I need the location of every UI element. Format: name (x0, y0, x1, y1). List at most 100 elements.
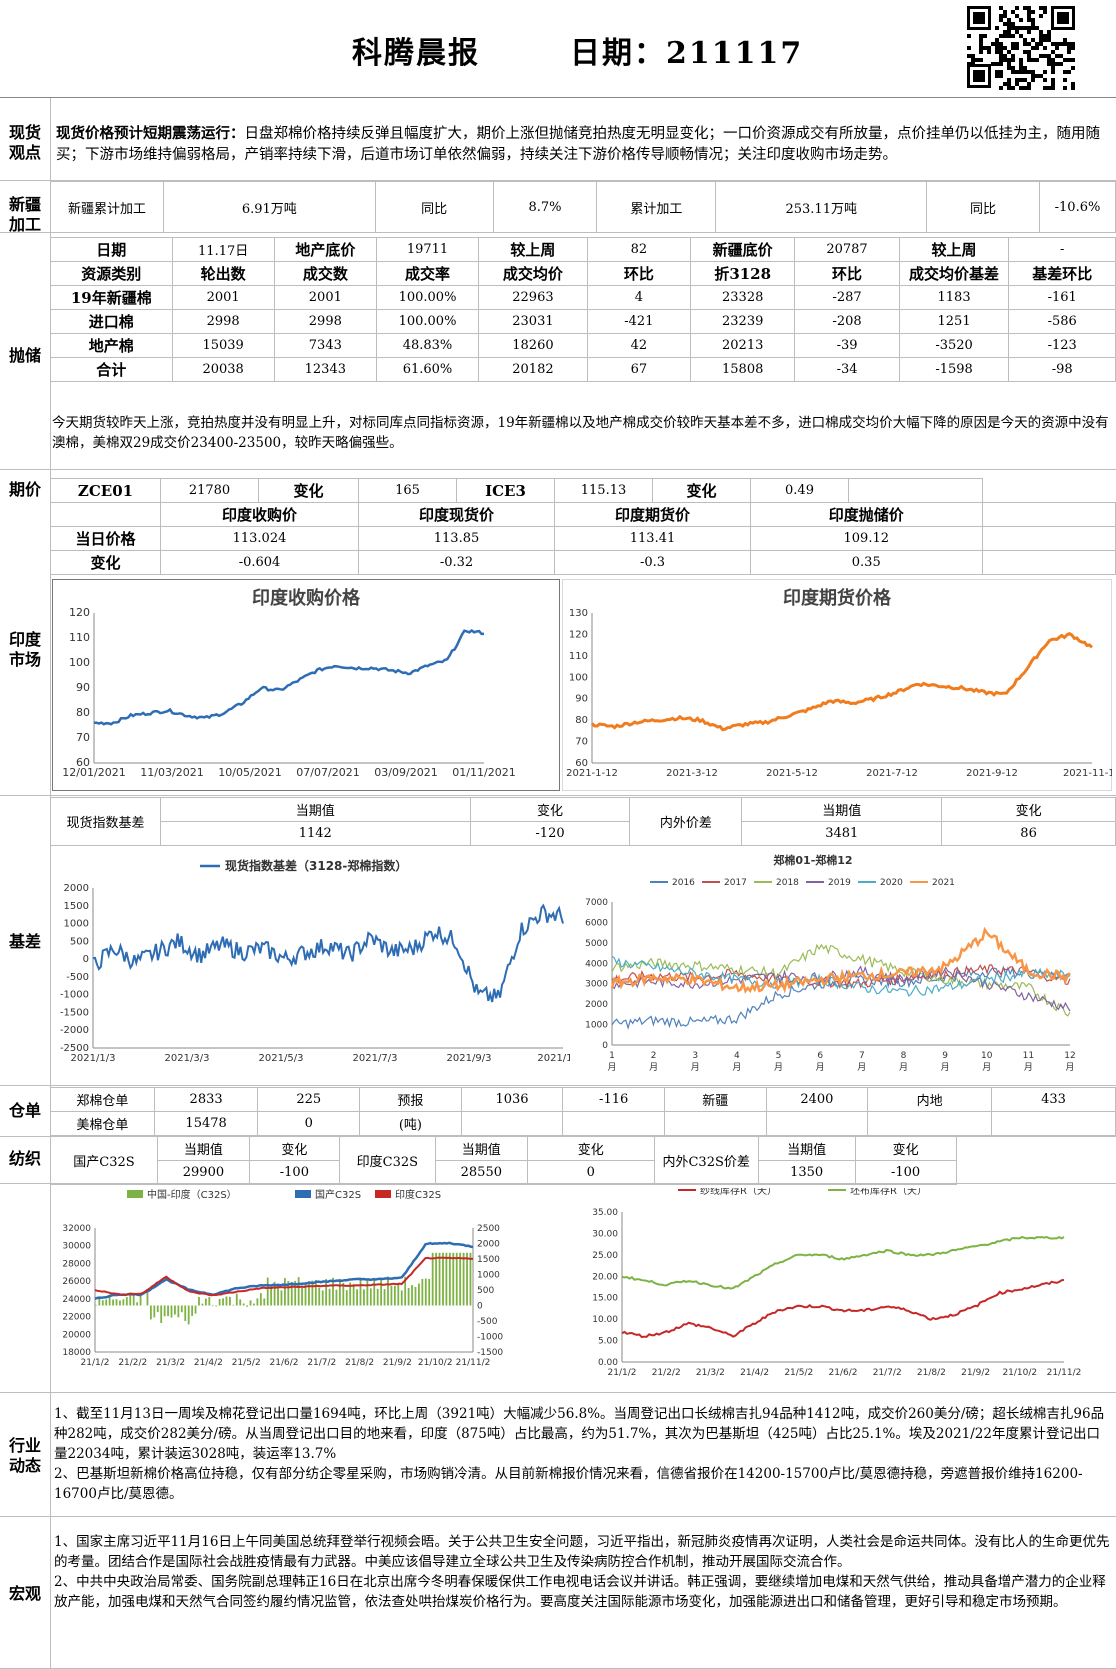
reserve-header-cell: 基差环比 (1008, 261, 1116, 286)
diff-bar (345, 1290, 348, 1306)
diff-bar (407, 1287, 410, 1306)
x-tick-label: 2021-1-12 (566, 768, 618, 779)
india-value-cell: 0.35 (750, 550, 983, 575)
reserve-data-cell: 23031 (478, 309, 588, 334)
reserve-header-cell: 成交均价 (478, 261, 588, 286)
india-row-label: 变化 (50, 550, 161, 575)
textile-value: -100 (854, 1160, 957, 1185)
xinjiang-cell: 6.91万吨 (162, 181, 376, 233)
diff-bar (235, 1293, 238, 1306)
india-value-cell: -0.3 (554, 550, 751, 575)
diff-bar (119, 1300, 121, 1306)
section-label-reserve: 抛储 (8, 346, 41, 365)
diff-bar (170, 1305, 173, 1318)
textile-head: 变化 (854, 1136, 957, 1161)
x-tick-label: 1 (609, 1051, 615, 1061)
diff-bar (290, 1281, 293, 1306)
y-tick-label: -500 (66, 972, 89, 983)
india-c32s-line (94, 1256, 474, 1297)
y2-tick-label: -500 (477, 1317, 498, 1327)
y-tick-label: 80 (76, 706, 90, 719)
inventory-chart: 纱线库存R（天） 坯布库存R（天） 35.00 30.00 25.00 20.00 15.0… (592, 1188, 1081, 1378)
x-tick-label: 月 (1024, 1062, 1033, 1073)
xinjiang-cell: -10.6% (1038, 181, 1116, 233)
diff-bar (321, 1290, 324, 1306)
warehouse-cell: 2400 (765, 1087, 869, 1112)
diff-bar (328, 1288, 331, 1306)
reserve-data-cell: -123 (1008, 333, 1116, 358)
futures-cell: 21780 (160, 478, 259, 503)
legend-label: 坯布库存R（天） (850, 1188, 927, 1197)
x-tick-label: 07/07/2021 (296, 766, 359, 779)
x-tick-label: 2021/11/3 (537, 1053, 570, 1064)
section-label-macro: 宏观 (8, 1584, 41, 1603)
y-tick-label: 20000 (62, 1330, 91, 1340)
x-tick-label: 21/2/2 (118, 1358, 147, 1368)
section-label-industry: 行业 动态 (8, 1436, 41, 1475)
reserve-data-cell: 1183 (898, 285, 1010, 310)
reserve-data-cell: 合计 (50, 357, 173, 382)
india-value-cell: 109.12 (750, 526, 983, 551)
diff-bar (95, 1304, 97, 1306)
diff-bar (390, 1285, 393, 1306)
futures-india-table: ZCE01 21780 变化 165 ICE3 115.13 变化 0.49 印度收购价 印度现货… (50, 478, 1116, 575)
diff-bar (239, 1299, 242, 1306)
reserve-table: 日期 11.17日 地产底价 19711 较上周 82 新疆底价 20787 较上周 - 资源类别轮… (50, 237, 1116, 382)
futures-cell: 变化 (652, 478, 751, 503)
reserve-row1-cell: 19711 (375, 237, 480, 262)
diff-bar (266, 1277, 269, 1306)
textile-head: 当期值 (757, 1136, 856, 1161)
diff-bar (211, 1305, 214, 1307)
y-tick-label: 130 (569, 608, 588, 619)
diff-bar (376, 1288, 379, 1306)
y-tick-label: 0 (83, 954, 89, 965)
diff-bar (400, 1290, 403, 1306)
fabric-inventory-line (621, 1235, 1065, 1290)
y2-tick-label: -1500 (477, 1348, 503, 1358)
reserve-data-cell: 2998 (273, 309, 377, 334)
x-tick-label: 3 (692, 1051, 698, 1061)
x-tick-label: 2021/7/3 (353, 1053, 398, 1064)
textile-value: 0 (526, 1160, 655, 1185)
diff-bar (132, 1293, 135, 1306)
reserve-data-cell: 61.60% (375, 357, 480, 382)
macro-text: 1、国家主席习近平11月16日上午同美国总统拜登举行视频会晤。关于公共卫生安全问… (54, 1532, 1110, 1612)
y-tick-label: 60 (76, 756, 90, 769)
diff-bar (459, 1252, 462, 1306)
futures-cell: 165 (358, 478, 457, 503)
reserve-row1-cell: 地产底价 (273, 237, 377, 262)
reserve-header-cell: 环比 (586, 261, 692, 286)
diff-bar (297, 1277, 300, 1306)
india-row-label: 当日价格 (50, 526, 161, 551)
yarn-price-chart: 中国-印度（C32S） 国产C32S 印度C32S 32000 30000 28000 26… (62, 1188, 503, 1368)
y-tick-label: 1000 (64, 919, 89, 930)
diff-bar (383, 1289, 386, 1306)
textile-value: 28550 (434, 1160, 528, 1185)
y2-tick-label: 2000 (477, 1240, 500, 1250)
x-tick-label: 月 (649, 1062, 658, 1073)
reserve-data-cell: -208 (794, 309, 900, 334)
reserve-data-cell: 20213 (690, 333, 796, 358)
legend-label: 2018 (776, 878, 799, 888)
futures-cell: 变化 (258, 478, 359, 503)
x-tick-label: 4 (734, 1051, 740, 1061)
india-value-cell: -0.32 (358, 550, 555, 575)
x-tick-label: 21/8/2 (345, 1358, 374, 1368)
diff-bar (273, 1281, 276, 1306)
diff-bar (393, 1285, 396, 1306)
x-tick-label: 月 (941, 1062, 950, 1073)
reserve-data-cell: 15039 (171, 333, 275, 358)
y-tick-label: 2000 (585, 1000, 608, 1010)
section-label-india: 印度 市场 (8, 630, 41, 669)
spot-view-bold: 现货价格预计短期震荡运行： (56, 125, 245, 142)
report-date: 日期：211117 (570, 36, 804, 71)
x-tick-label: 2021-11-12 (1063, 768, 1112, 779)
y-tick-label: 32000 (62, 1224, 91, 1234)
diff-bar (311, 1280, 314, 1306)
diff-bar (136, 1302, 139, 1306)
diff-bar (174, 1305, 176, 1315)
reserve-data-cell: 67 (586, 357, 692, 382)
reserve-data-cell: 4 (586, 285, 692, 310)
reserve-header-cell: 环比 (794, 261, 900, 286)
x-tick-label: 2021/3/3 (165, 1053, 210, 1064)
